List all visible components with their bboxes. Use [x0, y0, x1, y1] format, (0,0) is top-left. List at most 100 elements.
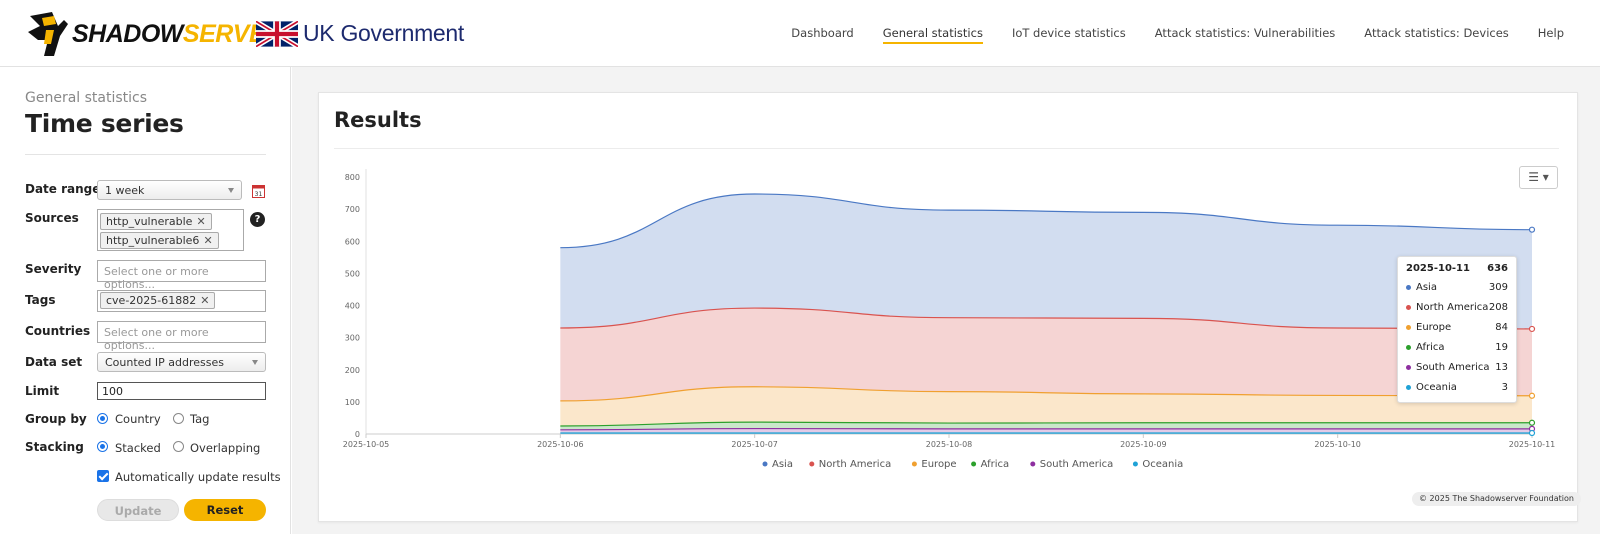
tooltip-date: 2025-10-11 — [1406, 263, 1470, 274]
tags-label: Tags — [25, 293, 56, 307]
stacked-area-chart: 0 100 200 300 400 500 600 700 800 2025-10-05 2025-… — [343, 169, 1556, 470]
gov-label: UK Government — [303, 20, 464, 46]
remove-tag-icon[interactable]: ✕ — [196, 215, 206, 228]
tooltip-row: North America 208 — [1406, 302, 1508, 316]
x-tick-label: 2025-10-11 — [1509, 440, 1556, 449]
legend-label-asia: Asia — [772, 459, 793, 470]
tooltip-row: Europe 84 — [1406, 322, 1508, 336]
chart-tooltip: 2025-10-11 636 Asia 309 North America 208 Euro… — [1397, 256, 1517, 403]
date-range-select[interactable]: 1 week — [97, 180, 242, 200]
group-by-country-radio[interactable] — [97, 413, 108, 424]
source-tag[interactable]: http_vulnerable ✕ — [100, 213, 212, 230]
divider — [25, 154, 266, 155]
severity-label: Severity — [25, 262, 82, 276]
area-europe — [560, 386, 1532, 426]
tooltip-series-value: 208 — [1488, 302, 1508, 313]
tooltip-series-value: 3 — [1501, 382, 1508, 393]
point-asia — [1528, 226, 1536, 233]
cve-tag-label: cve-2025-61882 — [106, 294, 197, 307]
tooltip-series-value: 309 — [1488, 282, 1508, 293]
tooltip-series-name: Asia — [1416, 282, 1437, 293]
countries-input[interactable]: Select one or more options... — [97, 321, 266, 352]
tooltip-row: South America 13 — [1406, 362, 1508, 376]
union-jack-icon — [256, 20, 298, 47]
nav-help[interactable]: Help — [1537, 26, 1564, 40]
group-by-country-label: Country — [115, 412, 161, 426]
stacking-stacked-radio[interactable] — [97, 441, 108, 452]
nav-dashboard[interactable]: Dashboard — [791, 26, 854, 40]
hamburger-menu-icon[interactable]: ☰ ▾ — [1519, 166, 1558, 189]
legend-label-europe: Europe — [921, 459, 956, 470]
legend-label-north-america: North America — [819, 459, 891, 470]
severity-input[interactable]: Select one or more options... — [97, 260, 266, 291]
tooltip-dot — [1406, 324, 1411, 330]
divider — [334, 148, 1559, 149]
sources-label: Sources — [25, 211, 79, 225]
tooltip-series-name: Oceania — [1416, 382, 1457, 393]
chevron-down-icon — [228, 188, 234, 193]
tooltip-total: 636 — [1487, 263, 1508, 274]
uk-government-logo[interactable]: UK Government — [256, 20, 464, 47]
x-tick-label: 2025-10-09 — [1120, 440, 1167, 449]
legend-marker-south-america — [1030, 461, 1036, 467]
x-tick-label: 2025-10-05 — [343, 440, 390, 449]
reset-button[interactable]: Reset — [184, 499, 266, 521]
y-tick-label: 700 — [345, 205, 360, 214]
legend-marker-north-america — [809, 461, 815, 467]
group-by-tag-radio[interactable] — [173, 413, 184, 424]
update-button[interactable]: Update — [97, 499, 179, 521]
stacking-overlapping-radio[interactable] — [173, 441, 184, 452]
point-oceania — [1528, 429, 1536, 437]
tooltip-series-value: 13 — [1495, 362, 1508, 373]
limit-input[interactable]: 100 — [97, 382, 266, 400]
group-by-tag-label: Tag — [190, 412, 210, 426]
stacking-overlapping-label: Overlapping — [190, 441, 261, 455]
x-tick-label: 2025-10-10 — [1314, 440, 1361, 449]
shadowserver-figure-icon — [28, 12, 68, 56]
nav-general-statistics[interactable]: General statistics — [882, 26, 983, 44]
legend-marker-europe — [911, 461, 917, 467]
nav-iot-device-statistics[interactable]: IoT device statistics — [1011, 26, 1126, 40]
sources-multiselect[interactable]: http_vulnerable ✕ http_vulnerable6 ✕ — [97, 209, 244, 251]
y-tick-label: 300 — [345, 334, 360, 343]
top-header: SHADOWSERVER UK Government Dashboard Gen… — [0, 0, 1600, 67]
logo-text: SHADOWSERVER — [72, 20, 283, 49]
data-set-label: Data set — [25, 355, 83, 369]
nav-attack-devices[interactable]: Attack statistics: Devices — [1364, 26, 1509, 40]
tooltip-dot — [1406, 364, 1411, 370]
tooltip-header: 2025-10-11 636 — [1406, 263, 1508, 277]
line-north-america — [560, 307, 1533, 330]
main-nav: Dashboard General statistics IoT device … — [762, 26, 1564, 44]
results-title: Results — [334, 108, 422, 132]
tooltip-series-name: Africa — [1416, 342, 1445, 353]
source-tag[interactable]: http_vulnerable6 ✕ — [100, 232, 219, 249]
tooltip-series-value: 84 — [1495, 322, 1508, 333]
tooltip-series-value: 19 — [1495, 342, 1508, 353]
auto-update-checkbox[interactable] — [97, 470, 109, 482]
cve-tag[interactable]: cve-2025-61882 ✕ — [100, 292, 216, 309]
remove-tag-icon[interactable]: ✕ — [200, 294, 210, 307]
shadowserver-logo[interactable]: SHADOWSERVER — [24, 10, 283, 58]
tooltip-dot — [1406, 384, 1411, 390]
tags-multiselect[interactable]: cve-2025-61882 ✕ — [97, 290, 266, 312]
x-tick-label: 2025-10-06 — [537, 440, 584, 449]
point-europe — [1528, 392, 1536, 399]
tooltip-series-name: North America — [1416, 302, 1489, 313]
sidebar-subtitle: General statistics — [25, 90, 148, 106]
tooltip-row: Asia 309 — [1406, 282, 1508, 296]
nav-attack-vulnerabilities[interactable]: Attack statistics: Vulnerabilities — [1154, 26, 1336, 40]
data-set-select[interactable]: Counted IP addresses — [97, 352, 266, 372]
tooltip-dot — [1406, 344, 1411, 350]
tooltip-series-name: Europe — [1416, 322, 1452, 333]
remove-tag-icon[interactable]: ✕ — [203, 234, 213, 247]
y-tick-label: 800 — [345, 173, 360, 182]
date-range-label: Date range — [25, 182, 101, 196]
legend-label-africa: Africa — [981, 459, 1010, 470]
chevron-down-icon — [252, 360, 258, 365]
results-card — [318, 92, 1578, 522]
calendar-icon[interactable]: 31 — [252, 184, 265, 198]
tooltip-dot — [1406, 284, 1411, 290]
legend-label-oceania: Oceania — [1142, 459, 1183, 470]
source-tag-label: http_vulnerable6 — [106, 234, 200, 247]
help-icon[interactable]: ? — [250, 212, 265, 227]
